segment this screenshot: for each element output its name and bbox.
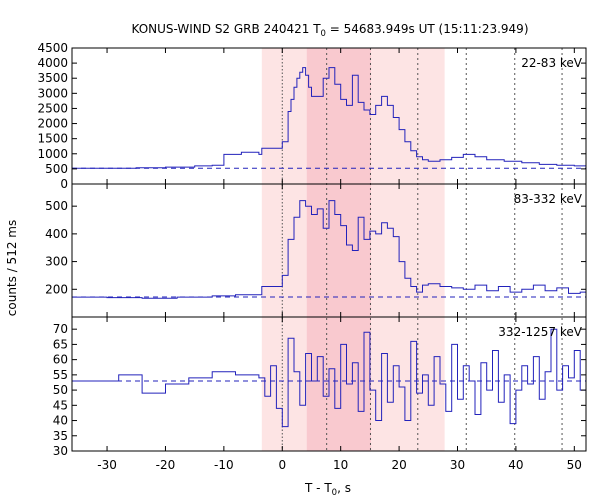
x-tick-label-8: 50 (567, 458, 582, 472)
series-line-panel-1 (72, 67, 587, 169)
chart-axes-layer: 05001000150020002500300035004000450022-8… (37, 41, 587, 472)
y-tick-label-panel-1-5: 2500 (37, 101, 68, 115)
y-tick-label-panel-3-1: 35 (53, 429, 68, 443)
y-tick-label-panel-3-8: 70 (53, 322, 68, 336)
y-tick-label-panel-3-7: 65 (53, 337, 68, 351)
y-tick-label-panel-3-6: 60 (53, 353, 68, 367)
y-tick-label-panel-1-6: 3000 (37, 86, 68, 100)
chart-shading-layer (261, 48, 445, 451)
energy-band-label-panel-1: 22-83 keV (521, 56, 583, 70)
y-tick-label-panel-1-7: 3500 (37, 71, 68, 85)
y-tick-label-panel-1-8: 4000 (37, 56, 68, 70)
energy-band-label-panel-2: 83-332 keV (514, 192, 583, 206)
x-tick-label-2: -10 (214, 458, 234, 472)
y-tick-label-panel-1-4: 2000 (37, 117, 68, 131)
y-tick-label-panel-3-2: 40 (53, 414, 68, 428)
y-axis-label: counts / 512 ms (5, 220, 19, 316)
x-axis-label: T - T0, s (304, 481, 351, 498)
chart-title-rest: = 54683.949s UT (15:11:23.949) (326, 22, 529, 36)
y-tick-label-panel-1-9: 4500 (37, 41, 68, 55)
x-tick-label-4: 10 (333, 458, 348, 472)
chart-series-layer (72, 67, 587, 428)
x-tick-label-6: 30 (450, 458, 465, 472)
x-tick-label-1: -20 (156, 458, 176, 472)
y-tick-label-panel-2-1: 300 (45, 255, 68, 269)
y-tick-label-panel-3-3: 45 (53, 398, 68, 412)
chart-marker-layer (281, 48, 563, 451)
y-tick-label-panel-1-0: 0 (60, 177, 68, 191)
shaded-interval-1 (306, 48, 372, 451)
x-tick-label-0: -30 (97, 458, 117, 472)
series-line-panel-2 (72, 200, 586, 299)
chart-title: KONUS-WIND S2 GRB 240421 T0 = 54683.949s… (132, 22, 529, 39)
panel-frame-3 (71, 316, 587, 452)
y-tick-label-panel-3-4: 50 (53, 383, 68, 397)
x-axis-label-main: T - T (304, 481, 332, 495)
x-tick-label-7: 40 (508, 458, 523, 472)
series-line-panel-3 (72, 328, 586, 428)
y-tick-label-panel-3-0: 30 (53, 444, 68, 458)
y-tick-label-panel-1-1: 500 (45, 162, 68, 176)
y-tick-label-panel-1-2: 1000 (37, 147, 68, 161)
y-tick-label-panel-2-2: 400 (45, 227, 68, 241)
x-tick-label-5: 20 (391, 458, 406, 472)
chart-title-main: KONUS-WIND S2 GRB 240421 T (132, 22, 322, 36)
x-tick-label-3: 0 (278, 458, 286, 472)
x-axis-label-subscript: 0 (332, 488, 337, 498)
y-tick-label-panel-2-3: 500 (45, 199, 68, 213)
x-axis-label-rest: , s (337, 481, 351, 495)
y-tick-label-panel-3-5: 55 (53, 368, 68, 382)
y-tick-label-panel-2-0: 200 (45, 282, 68, 296)
energy-band-label-panel-3: 332-1257 keV (498, 325, 582, 339)
y-tick-label-panel-1-3: 1500 (37, 132, 68, 146)
chart-title-subscript: 0 (321, 29, 326, 39)
